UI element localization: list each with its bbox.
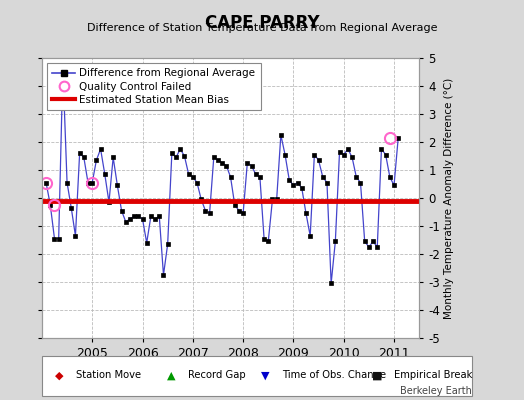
Text: ▲: ▲ bbox=[167, 370, 175, 380]
Text: Time of Obs. Change: Time of Obs. Change bbox=[282, 370, 387, 380]
Text: ■: ■ bbox=[372, 370, 383, 380]
Text: ▼: ▼ bbox=[261, 370, 270, 380]
Legend: Difference from Regional Average, Quality Control Failed, Estimated Station Mean: Difference from Regional Average, Qualit… bbox=[47, 63, 260, 110]
Text: Difference of Station Temperature Data from Regional Average: Difference of Station Temperature Data f… bbox=[87, 23, 437, 33]
Text: Berkeley Earth: Berkeley Earth bbox=[400, 386, 472, 396]
Text: CAPE PARRY: CAPE PARRY bbox=[205, 14, 319, 32]
Text: Empirical Break: Empirical Break bbox=[394, 370, 473, 380]
Text: Station Move: Station Move bbox=[77, 370, 141, 380]
Y-axis label: Monthly Temperature Anomaly Difference (°C): Monthly Temperature Anomaly Difference (… bbox=[444, 77, 454, 319]
Text: ◆: ◆ bbox=[55, 370, 63, 380]
Text: Record Gap: Record Gap bbox=[188, 370, 246, 380]
